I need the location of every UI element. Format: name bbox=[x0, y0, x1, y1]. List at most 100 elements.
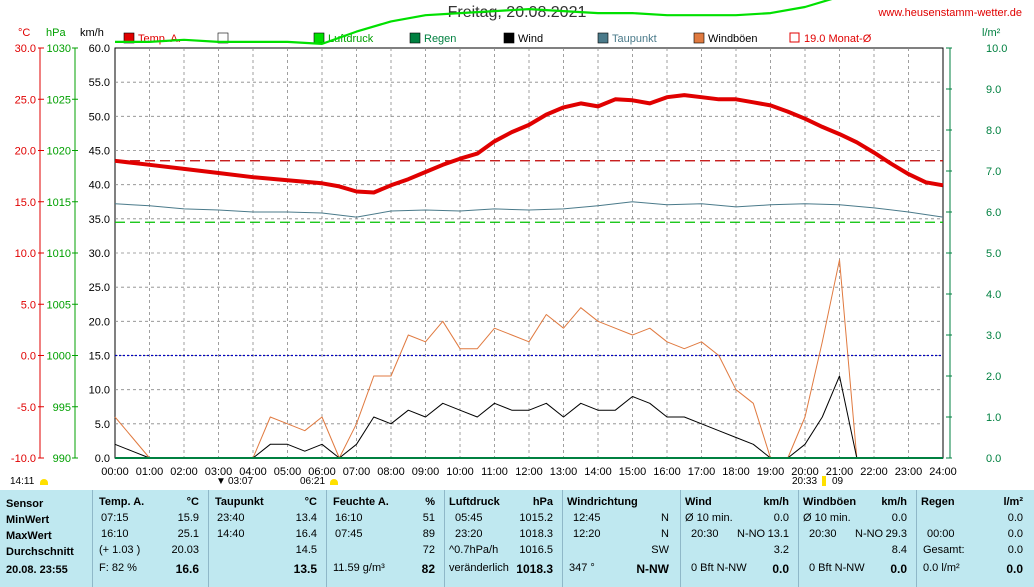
hpa-tick: 1015 bbox=[47, 197, 71, 209]
rain-total-label: Gesamt: bbox=[923, 544, 965, 556]
gust-max: 29.3 bbox=[885, 528, 907, 540]
rain-tick: 2.0 bbox=[986, 371, 1001, 383]
legend-label: Windböen bbox=[708, 33, 758, 45]
rain-tick: 8.0 bbox=[986, 125, 1001, 137]
press-trend: ^0.7hPa/h bbox=[449, 544, 499, 556]
sensor-min-label: MinWert bbox=[6, 514, 50, 526]
wind-min: 0.0 bbox=[773, 512, 789, 524]
stats-sensor-col: Sensor MinWert MaxWert Durchschnitt 20.0… bbox=[0, 490, 88, 587]
press-min-time: 05:45 bbox=[455, 512, 483, 524]
temp-tick: 0.0 bbox=[21, 351, 36, 363]
temp-tick: -10.0 bbox=[11, 453, 36, 465]
unit-temp: °C bbox=[18, 27, 30, 39]
legend-swatch bbox=[693, 32, 705, 44]
temp-tick: 30.0 bbox=[15, 43, 36, 55]
wind-max-dir: N-NO bbox=[737, 528, 766, 540]
gust-max-time: 20:30 bbox=[809, 528, 837, 540]
stats-wind-col: Wind km/h Ø 10 min. 0.0 20:30 N-NO 13.1 … bbox=[680, 490, 795, 587]
hum-header: Feuchte A. bbox=[333, 496, 389, 508]
kmh-tick: 60.0 bbox=[89, 43, 110, 55]
wind-max: 13.1 bbox=[767, 528, 789, 540]
temp-current: 16.6 bbox=[175, 562, 199, 576]
hpa-tick: 990 bbox=[53, 453, 71, 465]
gust-unit: km/h bbox=[881, 496, 907, 508]
weather-chart: °C hPa km/h l/m² 30.0 25.0 20.0 15.0 10.0 5.0 0.0 -… bbox=[11, 0, 1007, 478]
sensor-max-label: MaxWert bbox=[6, 530, 52, 542]
temp-tick: 15.0 bbox=[15, 197, 36, 209]
x-tick: 08:00 bbox=[377, 466, 405, 478]
stats-temp-col: Temp. A. °C 07:15 15.9 16:10 25.1 (+ 1.0… bbox=[92, 490, 205, 587]
rain-tick: 6.0 bbox=[986, 207, 1001, 219]
rain-tick: 4.0 bbox=[986, 289, 1001, 301]
rain-tick: 0.0 bbox=[986, 453, 1001, 465]
dew-min-time: 23:40 bbox=[217, 512, 245, 524]
unit-kmh: km/h bbox=[80, 27, 104, 39]
x-tick: 03:00 bbox=[205, 466, 233, 478]
stats-hum-col: Feuchte A. % 16:10 51 07:45 89 72 11.59 … bbox=[326, 490, 441, 587]
x-tick: 12:00 bbox=[515, 466, 543, 478]
dir-header: Windrichtung bbox=[567, 496, 638, 508]
kmh-tick: 25.0 bbox=[89, 282, 110, 294]
event-times-bar: 14:11 ▼ 03:07 06:21 20:33 09 bbox=[0, 476, 1034, 490]
x-tick: 15:00 bbox=[619, 466, 647, 478]
sensor-header: Sensor bbox=[6, 498, 44, 510]
kmh-tick: 35.0 bbox=[89, 214, 110, 226]
press-current: 1018.3 bbox=[516, 562, 553, 576]
site-url[interactable]: www.heusenstamm-wetter.de bbox=[878, 7, 1022, 19]
dir-deg: 347 ° bbox=[569, 562, 595, 574]
x-tick: 00:00 bbox=[101, 466, 129, 478]
x-tick: 19:00 bbox=[757, 466, 785, 478]
gust-bft: 0 Bft N-NW bbox=[809, 562, 865, 574]
rain-tick: 5.0 bbox=[986, 248, 1001, 260]
legend-label: Temp. A. bbox=[138, 33, 181, 45]
gust-current: 0.0 bbox=[890, 562, 907, 576]
rain-tick: 3.0 bbox=[986, 330, 1001, 342]
hum-min-time: 16:10 bbox=[335, 512, 363, 524]
x-tick: 10:00 bbox=[446, 466, 474, 478]
temp-max: 25.1 bbox=[177, 528, 199, 540]
rain-current: 0.0 bbox=[1006, 562, 1023, 576]
legend-swatch bbox=[313, 32, 325, 44]
hum-max: 89 bbox=[422, 528, 435, 540]
x-tick: 22:00 bbox=[860, 466, 888, 478]
stats-dir-col: Windrichtung 12:45 N 12:20 N SW 347 ° N-… bbox=[562, 490, 677, 587]
wind-min-label: Ø 10 min. bbox=[685, 512, 733, 524]
hum-unit: % bbox=[425, 496, 435, 508]
x-tick: 01:00 bbox=[136, 466, 164, 478]
legend-swatch bbox=[503, 32, 515, 44]
rain-tick: 10.0 bbox=[986, 43, 1007, 55]
dew-current: 13.5 bbox=[293, 562, 317, 576]
sensor-avg-label: Durchschnitt bbox=[6, 546, 74, 558]
moonrise-icon: ▼ bbox=[216, 476, 226, 487]
hpa-tick: 995 bbox=[53, 402, 71, 414]
temp-unit: °C bbox=[186, 496, 199, 508]
hpa-tick: 1005 bbox=[47, 299, 71, 311]
rain-value-1: 0.0 bbox=[1007, 528, 1023, 540]
rain-time-1: 00:00 bbox=[927, 528, 955, 540]
hpa-tick: 1020 bbox=[47, 146, 71, 158]
temp-tick: 10.0 bbox=[15, 248, 36, 260]
series-luftdruck bbox=[115, 0, 833, 46]
x-tick: 09:00 bbox=[412, 466, 440, 478]
wind-avg: 3.2 bbox=[773, 544, 789, 556]
x-tick: 18:00 bbox=[722, 466, 750, 478]
x-tick: 24:00 bbox=[929, 466, 957, 478]
legend-swatch-monthly bbox=[789, 32, 800, 43]
hum-avg: 72 bbox=[422, 544, 435, 556]
kmh-tick: 0.0 bbox=[95, 453, 110, 465]
kmh-tick: 55.0 bbox=[89, 77, 110, 89]
kmh-tick: 20.0 bbox=[89, 316, 110, 328]
dir-time-2: 12:20 bbox=[573, 528, 601, 540]
rain-header: Regen bbox=[921, 496, 955, 508]
kmh-tick: 50.0 bbox=[89, 111, 110, 123]
x-tick: 23:00 bbox=[895, 466, 923, 478]
temp-min-time: 07:15 bbox=[101, 512, 129, 524]
press-avg: 1016.5 bbox=[519, 544, 553, 556]
sunset-icon bbox=[822, 476, 826, 486]
legend-label: Wind bbox=[518, 33, 543, 45]
stats-gust-col: Windböen km/h Ø 10 min. 0.0 20:30 N-NO 2… bbox=[798, 490, 913, 587]
x-tick: 17:00 bbox=[688, 466, 716, 478]
kmh-tick: 40.0 bbox=[89, 180, 110, 192]
x-tick: 13:00 bbox=[550, 466, 578, 478]
dew-header: Taupunkt bbox=[215, 496, 264, 508]
